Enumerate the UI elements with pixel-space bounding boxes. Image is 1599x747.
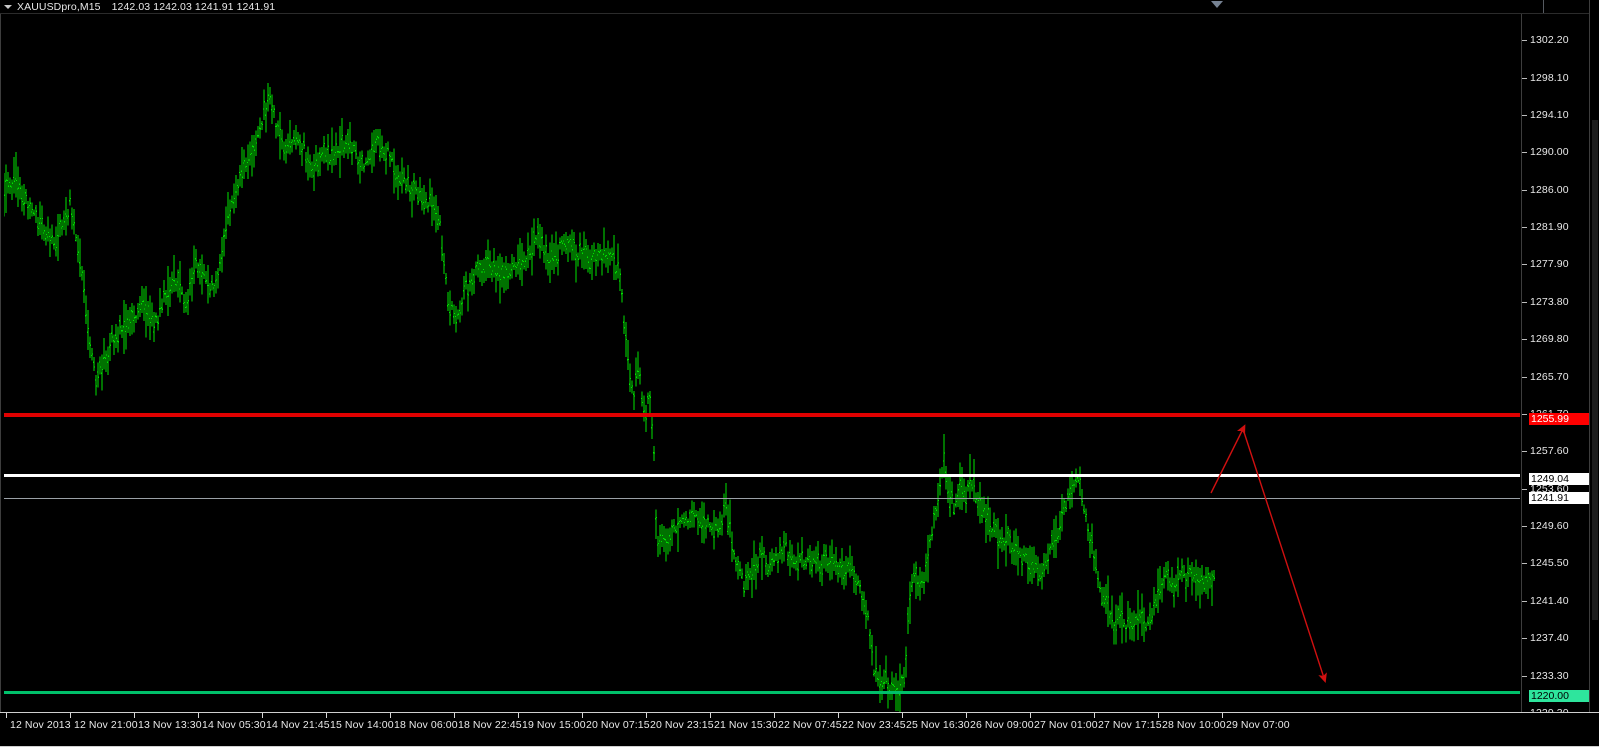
price-tick-label: 1273.80 bbox=[1530, 296, 1569, 308]
time-tick bbox=[966, 713, 967, 718]
time-tick bbox=[1158, 713, 1159, 718]
chevron-down-icon[interactable] bbox=[4, 4, 12, 9]
bid-price-line bbox=[4, 498, 1520, 499]
price-tick bbox=[1522, 451, 1527, 452]
time-tick bbox=[518, 713, 519, 718]
price-tick-label: 1265.70 bbox=[1530, 371, 1569, 383]
chart-header-inner: XAUUSDpro,M15 1242.03 1242.03 1241.91 12… bbox=[0, 0, 275, 13]
time-tick-label: 29 Nov 07:00 bbox=[1226, 719, 1290, 731]
price-series-bars bbox=[4, 82, 1215, 712]
time-tick-label: 27 Nov 17:15 bbox=[1098, 719, 1162, 731]
time-tick-label: 26 Nov 09:00 bbox=[970, 719, 1034, 731]
price-tick-label: 1294.10 bbox=[1530, 109, 1569, 121]
price-tag-bid: 1241.91 bbox=[1529, 492, 1595, 504]
time-tick bbox=[454, 713, 455, 718]
price-tick bbox=[1522, 563, 1527, 564]
time-tick-label: 12 Nov 21:00 bbox=[74, 719, 138, 731]
chart-header-bar: XAUUSDpro,M15 1242.03 1242.03 1241.91 12… bbox=[0, 0, 1599, 14]
time-tick bbox=[390, 713, 391, 718]
time-tick bbox=[262, 713, 263, 718]
ohlc-values-label: 1242.03 1242.03 1241.91 1241.91 bbox=[111, 0, 276, 13]
time-tick-label: 13 Nov 13:30 bbox=[138, 719, 202, 731]
price-tick bbox=[1522, 676, 1527, 677]
price-tick-label: 1237.40 bbox=[1530, 632, 1569, 644]
price-tick bbox=[1522, 601, 1527, 602]
time-tick-label: 28 Nov 10:00 bbox=[1162, 719, 1226, 731]
price-axis[interactable]: 1302.20 1298.10 1294.10 1290.00 1286.00 1281.… bbox=[1521, 14, 1596, 747]
price-tick-label: 1257.60 bbox=[1530, 445, 1569, 457]
time-tick-label: 20 Nov 23:15 bbox=[650, 719, 714, 731]
resistance-line[interactable] bbox=[4, 413, 1520, 417]
vertical-scrollbar[interactable] bbox=[1589, 0, 1599, 747]
time-tick bbox=[134, 713, 135, 718]
price-tick-label: 1298.10 bbox=[1530, 72, 1569, 84]
time-axis[interactable]: 12 Nov 2013 12 Nov 21:00 13 Nov 13:30 14 No… bbox=[0, 712, 1599, 747]
price-tick-label: 1286.00 bbox=[1530, 184, 1569, 196]
time-tick bbox=[582, 713, 583, 718]
time-tick bbox=[710, 713, 711, 718]
time-tick-label: 22 Nov 07:45 bbox=[778, 719, 842, 731]
price-tick bbox=[1522, 638, 1527, 639]
price-tick bbox=[1522, 152, 1527, 153]
price-tick bbox=[1522, 414, 1527, 415]
price-tag-support: 1220.00 bbox=[1529, 690, 1595, 702]
price-tick bbox=[1522, 264, 1527, 265]
time-tick bbox=[6, 713, 7, 718]
price-tick bbox=[1522, 339, 1527, 340]
price-tick bbox=[1522, 377, 1527, 378]
price-tick-label: 1269.80 bbox=[1530, 333, 1569, 345]
price-tick bbox=[1522, 526, 1527, 527]
time-tick-label: 20 Nov 07:15 bbox=[586, 719, 650, 731]
time-tick bbox=[646, 713, 647, 718]
time-tick-label: 15 Nov 14:00 bbox=[330, 719, 394, 731]
time-tick-label: 22 Nov 23:45 bbox=[842, 719, 906, 731]
price-tick-label: 1249.60 bbox=[1530, 520, 1569, 532]
price-tick-label: 1281.90 bbox=[1530, 221, 1569, 233]
time-tick-label: 18 Nov 22:45 bbox=[458, 719, 522, 731]
price-tick-label: 1245.50 bbox=[1530, 557, 1569, 569]
time-tick bbox=[1030, 713, 1031, 718]
price-tick bbox=[1522, 190, 1527, 191]
time-tick bbox=[774, 713, 775, 718]
price-tick-label: 1241.40 bbox=[1530, 595, 1569, 607]
price-tag-resistance: 1255.99 bbox=[1529, 413, 1595, 425]
time-tick bbox=[1094, 713, 1095, 718]
plot-left-border bbox=[0, 14, 1, 712]
time-tick-label: 27 Nov 01:00 bbox=[1034, 719, 1098, 731]
time-tick-label: 18 Nov 06:00 bbox=[394, 719, 458, 731]
time-tick-label: 25 Nov 16:30 bbox=[906, 719, 970, 731]
price-tick bbox=[1522, 489, 1527, 490]
symbol-timeframe-label: XAUUSDpro,M15 bbox=[17, 0, 101, 13]
price-tick-label: 1290.00 bbox=[1530, 146, 1569, 158]
price-tick-label: 1302.20 bbox=[1530, 34, 1569, 46]
price-tag-white: 1249.04 bbox=[1529, 473, 1595, 485]
time-tick-label: 21 Nov 15:30 bbox=[714, 719, 778, 731]
time-tick bbox=[838, 713, 839, 718]
time-tick bbox=[198, 713, 199, 718]
price-tick bbox=[1522, 78, 1527, 79]
target-line[interactable] bbox=[4, 474, 1520, 477]
time-tick bbox=[902, 713, 903, 718]
price-tick bbox=[1522, 40, 1527, 41]
support-line[interactable] bbox=[4, 691, 1520, 694]
price-tick bbox=[1522, 302, 1527, 303]
time-tick-label: 14 Nov 05:30 bbox=[202, 719, 266, 731]
ohlc-bar-path bbox=[4, 82, 1215, 712]
triangle-down-icon[interactable] bbox=[1211, 1, 1223, 8]
time-tick-label: 19 Nov 15:00 bbox=[522, 719, 586, 731]
price-tick-label: 1233.30 bbox=[1530, 670, 1569, 682]
chart-plot-area[interactable] bbox=[4, 14, 1520, 712]
time-tick bbox=[1222, 713, 1223, 718]
time-tick-label: 14 Nov 21:45 bbox=[266, 719, 330, 731]
price-tick bbox=[1522, 227, 1527, 228]
header-divider bbox=[1543, 0, 1544, 13]
price-tick bbox=[1522, 115, 1527, 116]
vertical-scrollbar-thumb[interactable] bbox=[1592, 120, 1598, 620]
time-tick-label: 12 Nov 2013 bbox=[10, 719, 71, 731]
price-tick-label: 1277.90 bbox=[1530, 258, 1569, 270]
time-tick bbox=[70, 713, 71, 718]
time-tick bbox=[326, 713, 327, 718]
